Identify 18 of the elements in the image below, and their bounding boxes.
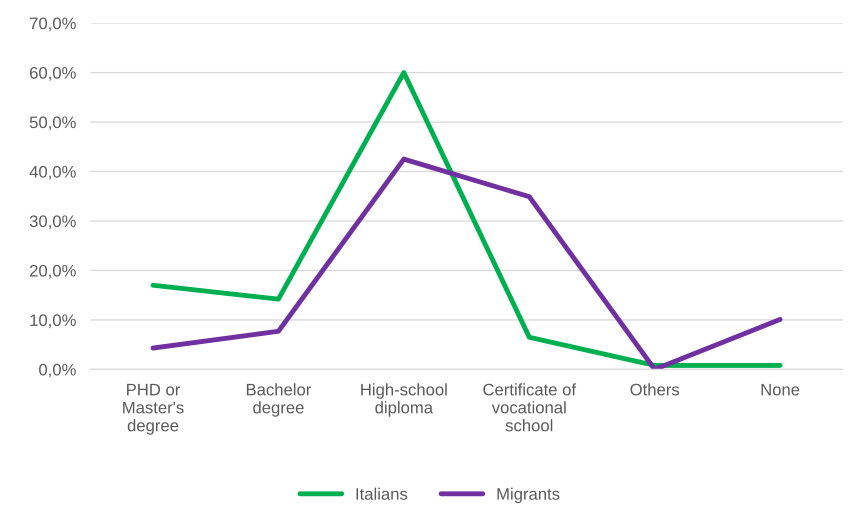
legend-label: Migrants — [497, 488, 560, 504]
y-tick-label: 0,0% — [39, 364, 76, 378]
x-tick-label: Bachelor degree — [246, 383, 312, 417]
x-tick-label: Certificate of vocational school — [483, 383, 576, 432]
y-tick-label: 20,0% — [30, 264, 76, 279]
y-tick-label: 30,0% — [30, 215, 76, 230]
y-tick-label: 50,0% — [30, 116, 76, 130]
x-tick-label: None — [762, 384, 800, 396]
y-tick-label: 10,0% — [30, 314, 76, 328]
y-tick-label: 70,0% — [30, 17, 76, 32]
y-tick-label: 60,0% — [30, 66, 76, 81]
x-tick-label: Others — [630, 383, 680, 396]
line-series — [150, 70, 783, 368]
x-tick-label: High-school diploma — [361, 383, 447, 417]
x-tick-label: PHD or Master's degree — [123, 384, 184, 435]
y-tick-label: 40,0% — [30, 166, 76, 180]
legend-label: Italians — [356, 488, 408, 500]
line-series — [150, 156, 783, 370]
